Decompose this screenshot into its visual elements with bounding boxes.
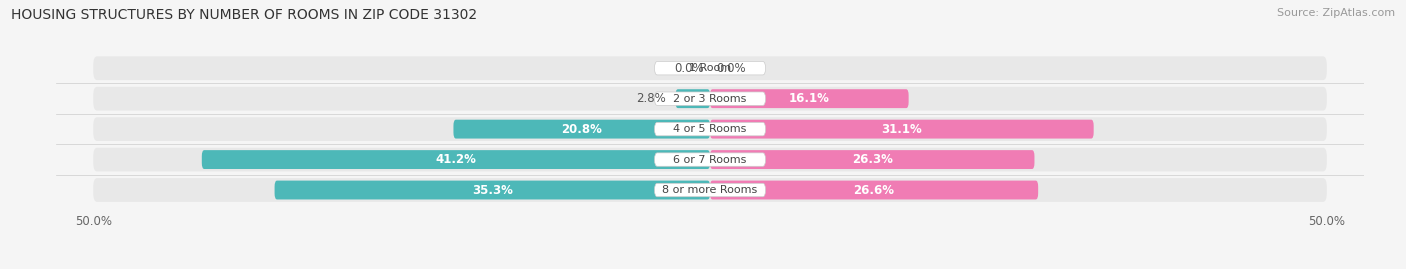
FancyBboxPatch shape: [93, 117, 1327, 141]
FancyBboxPatch shape: [93, 178, 1327, 202]
Text: 31.1%: 31.1%: [882, 123, 922, 136]
Text: 41.2%: 41.2%: [436, 153, 477, 166]
Text: 16.1%: 16.1%: [789, 92, 830, 105]
Text: 20.8%: 20.8%: [561, 123, 602, 136]
FancyBboxPatch shape: [93, 148, 1327, 171]
Text: 35.3%: 35.3%: [472, 183, 513, 197]
Text: 2 or 3 Rooms: 2 or 3 Rooms: [673, 94, 747, 104]
FancyBboxPatch shape: [202, 150, 710, 169]
FancyBboxPatch shape: [710, 180, 1038, 200]
FancyBboxPatch shape: [93, 87, 1327, 111]
Text: 6 or 7 Rooms: 6 or 7 Rooms: [673, 155, 747, 165]
Text: 26.3%: 26.3%: [852, 153, 893, 166]
FancyBboxPatch shape: [675, 89, 710, 108]
FancyBboxPatch shape: [655, 153, 765, 166]
FancyBboxPatch shape: [710, 89, 908, 108]
Text: Source: ZipAtlas.com: Source: ZipAtlas.com: [1277, 8, 1395, 18]
FancyBboxPatch shape: [655, 62, 765, 75]
FancyBboxPatch shape: [655, 92, 765, 105]
FancyBboxPatch shape: [454, 120, 710, 139]
FancyBboxPatch shape: [655, 122, 765, 136]
FancyBboxPatch shape: [710, 150, 1035, 169]
Text: 4 or 5 Rooms: 4 or 5 Rooms: [673, 124, 747, 134]
FancyBboxPatch shape: [274, 180, 710, 200]
Text: HOUSING STRUCTURES BY NUMBER OF ROOMS IN ZIP CODE 31302: HOUSING STRUCTURES BY NUMBER OF ROOMS IN…: [11, 8, 478, 22]
Text: 0.0%: 0.0%: [675, 62, 704, 75]
FancyBboxPatch shape: [710, 120, 1094, 139]
Text: 0.0%: 0.0%: [716, 62, 745, 75]
Text: 2.8%: 2.8%: [636, 92, 665, 105]
FancyBboxPatch shape: [93, 56, 1327, 80]
Text: 8 or more Rooms: 8 or more Rooms: [662, 185, 758, 195]
FancyBboxPatch shape: [655, 183, 765, 197]
Text: 1 Room: 1 Room: [689, 63, 731, 73]
Text: 26.6%: 26.6%: [853, 183, 894, 197]
